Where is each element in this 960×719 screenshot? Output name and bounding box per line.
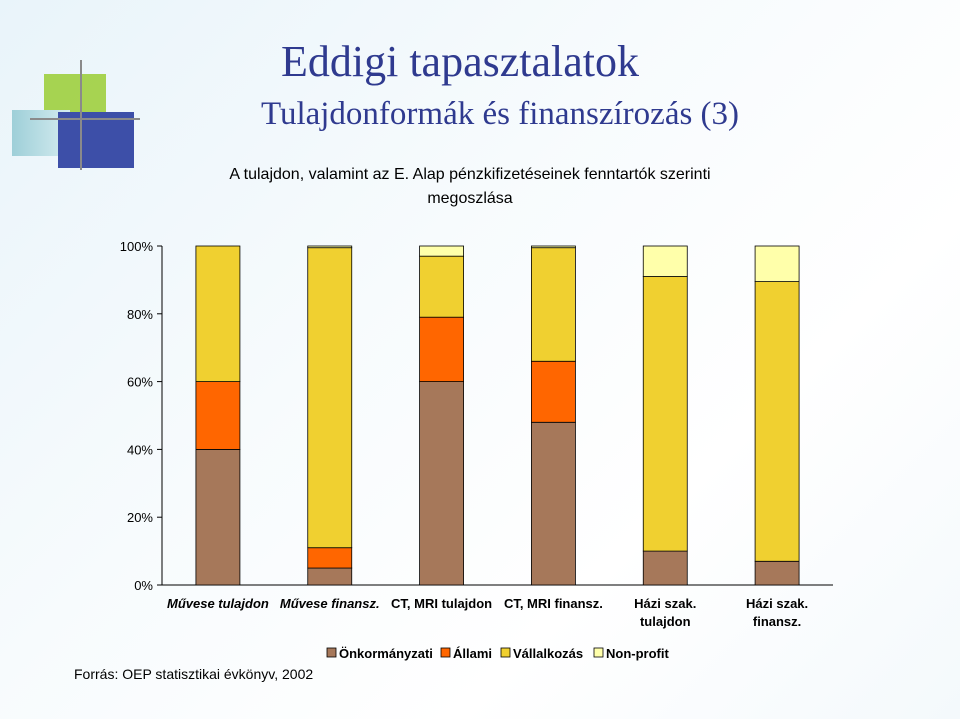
bar-segment: [531, 247, 576, 362]
legend-swatch: [326, 647, 337, 658]
bar-segment: [754, 560, 800, 586]
legend-swatch: [440, 647, 451, 658]
chart-title-line-1: A tulajdon, valamint az E. Alap pénzkifi…: [229, 166, 711, 183]
chart-title: A tulajdon, valamint az E. Alap pénzkifi…: [160, 163, 780, 211]
decor-blue-square: [58, 112, 134, 168]
y-tick-label: 20%: [127, 510, 153, 525]
x-tick-label: Művese finansz.: [280, 596, 380, 611]
x-tick-label: CT, MRI finansz.: [504, 596, 603, 611]
bar-segment: [642, 245, 688, 277]
y-tick-label: 100%: [120, 239, 154, 254]
x-tick-label: CT, MRI tulajdon: [391, 596, 492, 611]
y-tick-label: 60%: [127, 375, 153, 390]
source-note: Forrás: OEP statisztikai évkönyv, 2002: [74, 666, 314, 682]
bar-segment: [419, 381, 464, 586]
bar-segment: [531, 245, 576, 249]
legend-label: Állami: [453, 646, 492, 661]
bar-segment: [195, 245, 241, 383]
y-tick-label: 0%: [134, 578, 153, 593]
bar-segment: [195, 381, 241, 450]
y-tick-label: 40%: [127, 442, 153, 457]
bar-segment: [531, 421, 576, 586]
y-tick-label: 80%: [127, 307, 153, 322]
bar-segment: [419, 245, 464, 257]
decor-vertical-line: [80, 60, 82, 170]
legend-label: Vállalkozás: [513, 646, 583, 661]
legend-swatch: [593, 647, 604, 658]
x-tick-label: tulajdon: [640, 614, 691, 629]
legend-label: Non-profit: [606, 646, 669, 661]
legend-label: Önkormányzati: [339, 646, 433, 661]
bar-segment: [307, 547, 353, 569]
bar-segment: [419, 255, 464, 318]
bar-segment: [754, 281, 800, 562]
bar-segment: [531, 360, 576, 423]
x-tick-label: finansz.: [753, 614, 801, 629]
bar-segment: [307, 567, 353, 586]
bar-segment: [307, 245, 353, 249]
slide-title: Eddigi tapasztalatok: [281, 37, 639, 86]
decor-horizontal-line: [30, 118, 140, 120]
legend-swatch: [500, 647, 511, 658]
x-tick-label: Házi szak.: [746, 596, 808, 611]
bar-segment: [642, 550, 688, 586]
bar-segment: [195, 448, 241, 586]
x-tick-label: Házi szak.: [634, 596, 696, 611]
slide-subtitle: Tulajdonformák és finanszírozás (3): [260, 96, 740, 132]
bar-segment: [307, 247, 353, 549]
bar-segment: [754, 245, 800, 282]
x-tick-label: Művese tulajdon: [167, 596, 269, 611]
bar-segment: [419, 316, 464, 383]
bar-segment: [642, 276, 688, 552]
chart-title-line-2: megoszlása: [427, 190, 513, 207]
